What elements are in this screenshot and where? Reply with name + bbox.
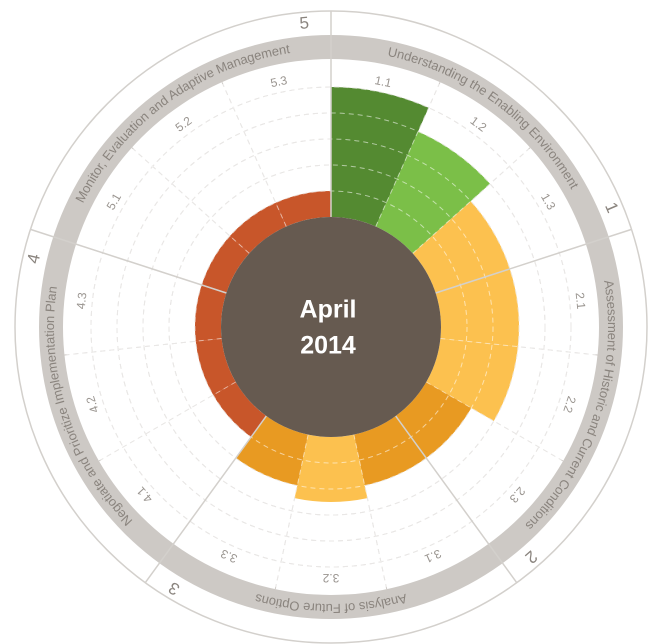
sub-divider-overlay [375, 83, 440, 227]
sub-label: 3.1 [422, 546, 443, 566]
section-number: 1 [601, 200, 622, 216]
bar [201, 235, 250, 294]
center-label: April [300, 296, 357, 324]
bar [275, 191, 331, 227]
sub-label: 3.2 [322, 571, 339, 585]
bar [195, 284, 227, 342]
sub-divider-overlay [353, 434, 387, 588]
sub-divider-overlay [426, 381, 562, 461]
grid-ring-overlay [90, 86, 572, 568]
sub-divider-overlay [222, 83, 287, 227]
bar [375, 131, 491, 254]
bar [195, 338, 236, 395]
bar [213, 382, 267, 438]
section-divider [30, 228, 227, 294]
section-divider [395, 415, 518, 584]
sub-divider-overlay [132, 148, 250, 254]
sub-divider-overlay [100, 381, 236, 461]
bar [412, 201, 510, 294]
bar [426, 338, 518, 421]
center-label: 2014 [300, 332, 356, 360]
sub-divider-overlay [412, 148, 530, 254]
bar [294, 434, 368, 503]
sub-label: 3.3 [218, 546, 239, 566]
section-divider [144, 415, 267, 584]
sub-label: 2.2 [560, 394, 579, 415]
sub-divider-overlay [275, 434, 309, 588]
center-disc [221, 217, 441, 437]
bar [229, 202, 287, 254]
sub-label: 1.1 [374, 73, 394, 90]
sub-label: 2.1 [573, 292, 589, 310]
section-number: 5 [299, 13, 310, 33]
sub-label: 1.3 [538, 191, 559, 213]
section-number: 2 [521, 547, 541, 568]
sub-label: 4.2 [83, 394, 102, 415]
sub-divider-overlay [440, 338, 596, 356]
sub-label: 5.1 [104, 191, 125, 213]
sub-divider-overlay [66, 338, 222, 356]
sub-label: 4.3 [74, 291, 90, 309]
bar [435, 268, 519, 347]
section-divider [435, 228, 632, 294]
section-number: 4 [23, 252, 44, 265]
section-number: 3 [165, 578, 183, 599]
bar [331, 87, 429, 227]
sub-label: 5.3 [269, 73, 289, 90]
bar [395, 382, 472, 459]
grid-ring-overlay [168, 164, 494, 490]
